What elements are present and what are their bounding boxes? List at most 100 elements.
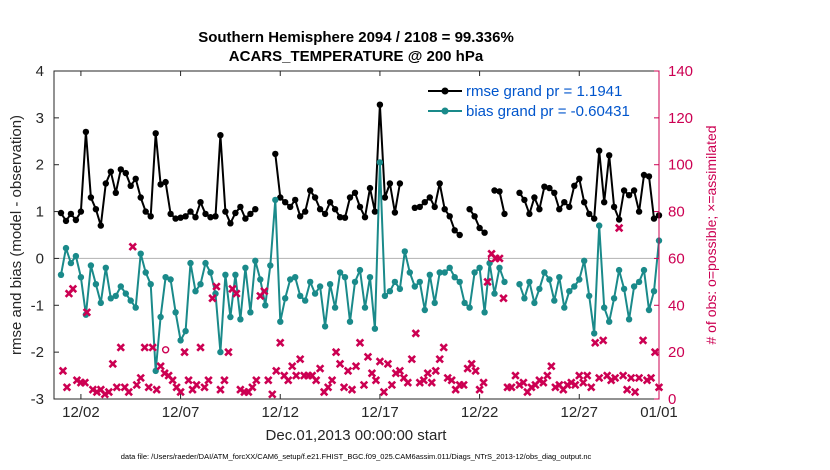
bias-point	[252, 257, 259, 264]
obs-assimilated-marker	[511, 371, 520, 380]
bias-point	[117, 283, 125, 290]
bias-point	[107, 295, 115, 302]
rmse-point	[516, 189, 523, 196]
obs-assimilated-marker	[547, 361, 556, 371]
obs-assimilated-marker	[323, 383, 333, 392]
rmse-point	[586, 210, 593, 218]
rmse-point	[72, 216, 80, 224]
bias-point	[197, 281, 204, 288]
rmse-point	[351, 189, 359, 196]
bias-point	[576, 276, 583, 283]
obs-assimilated-marker	[419, 376, 428, 385]
bias-point	[307, 278, 314, 286]
bias-point	[401, 248, 408, 255]
x-tick-label: 01/01	[640, 404, 678, 421]
obs-possible-marker	[161, 346, 170, 354]
bias-point	[282, 295, 289, 302]
obs-assimilated-marker	[232, 289, 241, 298]
bias-point	[202, 259, 209, 267]
obs-assimilated-marker	[58, 366, 68, 376]
bias-point	[147, 281, 154, 288]
rmse-point	[581, 199, 588, 206]
rmse-point	[137, 194, 144, 201]
rmse-point	[625, 192, 633, 199]
rmse-point	[227, 220, 234, 227]
bias-point	[217, 348, 224, 356]
bias-point	[366, 274, 374, 281]
bias-point	[182, 327, 189, 335]
bias-point	[441, 269, 448, 276]
x-tick-label: 12/17	[361, 404, 399, 421]
rmse-point	[102, 180, 110, 187]
obs-assimilated-marker	[610, 373, 620, 383]
bias-point	[571, 283, 578, 290]
bias-point	[207, 269, 214, 276]
obs-assimilated-marker	[646, 373, 656, 383]
bias-point	[521, 295, 528, 302]
obs-assimilated-marker	[148, 343, 157, 352]
bias-point	[292, 274, 299, 281]
rmse-point	[152, 130, 159, 137]
x-tick-label: 12/02	[62, 404, 100, 421]
bias-point	[541, 269, 548, 276]
rmse-point	[292, 196, 299, 204]
rmse-point	[456, 231, 463, 239]
obs-assimilated-marker	[168, 376, 177, 385]
y-axis-right-label: # of obs: o=possible; ×=assimilated	[703, 125, 719, 344]
rmse-series-line	[414, 182, 461, 236]
rmse-point	[476, 224, 483, 232]
obs-assimilated-marker	[152, 385, 161, 394]
bias-point	[132, 304, 139, 311]
legend-rmse-marker	[441, 87, 449, 95]
bias-point	[446, 264, 453, 271]
obs-assimilated-marker	[196, 343, 205, 352]
y-right-tick-label: 100	[668, 157, 693, 174]
obs-assimilated-marker	[519, 378, 528, 387]
bias-point	[391, 278, 399, 286]
legend-bias-marker	[441, 107, 449, 115]
rmse-point	[62, 217, 70, 225]
obs-assimilated-marker	[579, 378, 588, 387]
rmse-series-line	[60, 130, 256, 227]
bias-point	[277, 318, 284, 325]
obs-assimilated-marker	[82, 308, 92, 317]
obs-assimilated-marker	[614, 223, 624, 233]
obs-assimilated-marker	[108, 359, 118, 369]
rmse-point	[426, 194, 433, 201]
bias-point	[531, 299, 538, 307]
rmse-point	[451, 227, 458, 234]
y-right-tick-label: 20	[668, 344, 685, 361]
obs-assimilated-marker	[479, 378, 488, 387]
bias-point	[501, 278, 508, 286]
bias-point	[222, 271, 229, 278]
obs-assimilated-marker	[331, 347, 341, 357]
rmse-point	[127, 182, 134, 189]
obs-assimilated-marker	[467, 359, 476, 369]
bias-point	[491, 290, 498, 297]
obs-assimilated-marker	[471, 366, 480, 376]
y-axis-left: -3 -2 -1 0 1 2 3 4	[31, 63, 59, 408]
obs-assimilated-marker	[587, 383, 596, 392]
bias-point	[471, 269, 478, 276]
rmse-point	[107, 168, 115, 175]
bias-point	[431, 299, 438, 307]
bias-point	[192, 288, 199, 295]
y-axis-right: 0 20 40 60 80 100 120 140	[654, 63, 693, 408]
obs-layer	[58, 223, 664, 399]
series-layer	[57, 101, 663, 375]
rmse-point	[411, 204, 418, 211]
obs-assimilated-marker	[575, 371, 584, 380]
rmse-point	[446, 213, 453, 220]
bias-point	[237, 316, 244, 323]
bias-point	[331, 304, 339, 311]
obs-assimilated-marker	[395, 366, 405, 376]
bias-point	[287, 276, 294, 283]
bias-point	[142, 269, 149, 276]
rmse-point	[531, 194, 538, 201]
rmse-point	[596, 147, 603, 154]
bias-point	[361, 304, 369, 311]
rmse-point	[381, 194, 389, 201]
obs-assimilated-marker	[248, 383, 257, 392]
obs-assimilated-marker	[311, 376, 321, 385]
